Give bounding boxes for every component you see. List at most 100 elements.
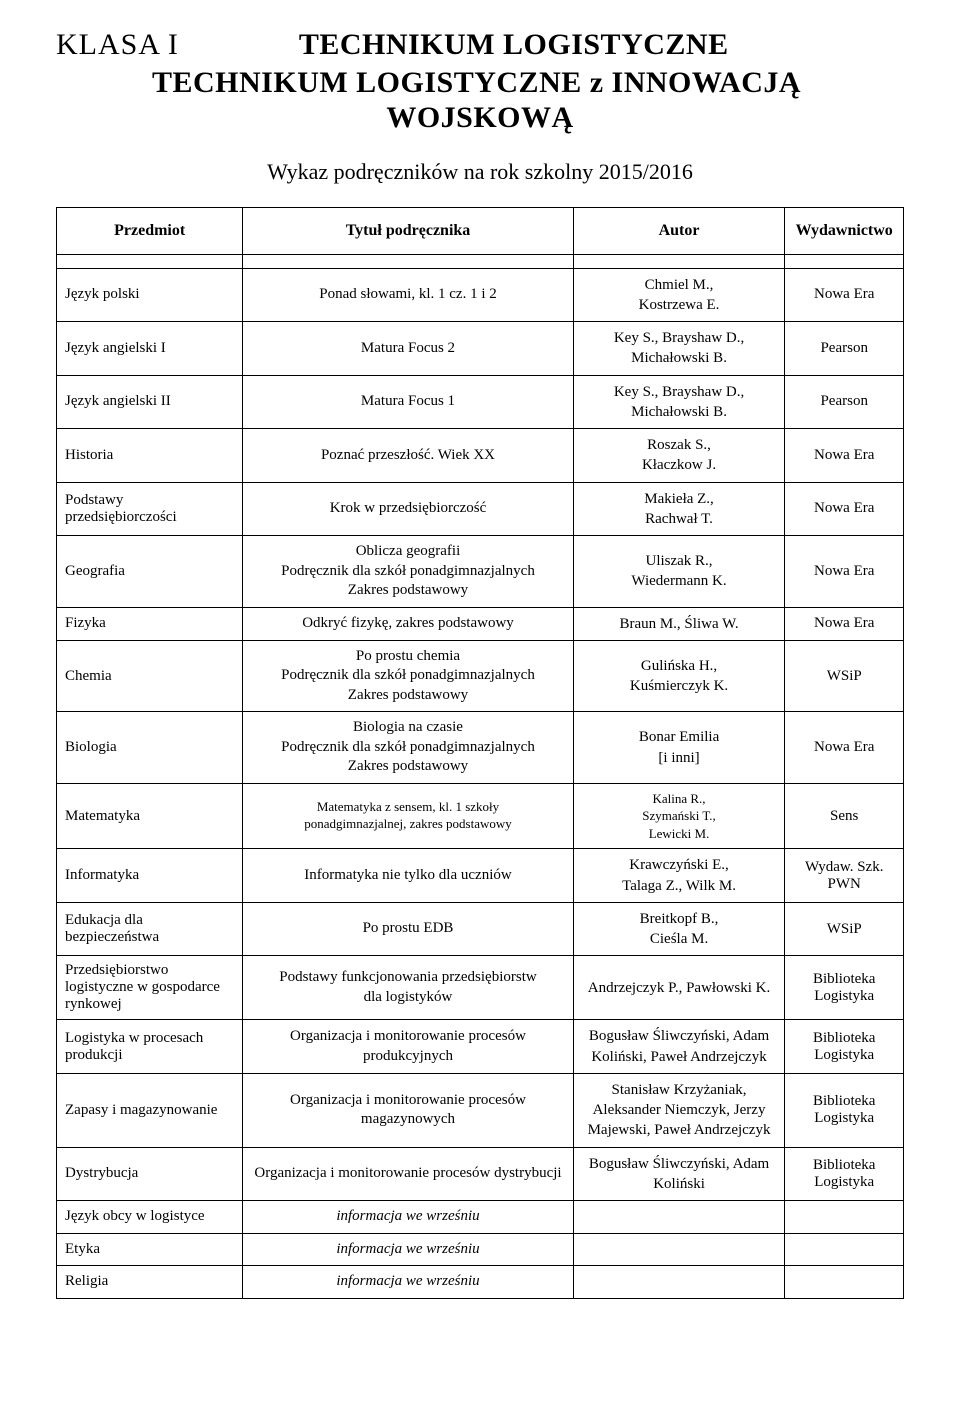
cell-title: Poznać przeszłość. Wiek XX bbox=[243, 429, 573, 483]
cell-title: Po prostu EDB bbox=[243, 902, 573, 956]
cell-author: Uliszak R., Wiedermann K. bbox=[573, 536, 785, 608]
cell-title: Informatyka nie tylko dla uczniów bbox=[243, 849, 573, 903]
table-row: Zapasy i magazynowanieOrganizacja i moni… bbox=[57, 1073, 904, 1147]
cell-publisher: Nowa Era bbox=[785, 482, 904, 536]
cell-publisher bbox=[785, 1233, 904, 1266]
cell-publisher bbox=[785, 1266, 904, 1299]
cell-author: Chmiel M., Kostrzewa E. bbox=[573, 268, 785, 322]
col-header-title: Tytuł podręcznika bbox=[243, 207, 573, 254]
table-row: GeografiaOblicza geografii Podręcznik dl… bbox=[57, 536, 904, 608]
table-row: Przedsiębiorstwo logistyczne w gospodarc… bbox=[57, 956, 904, 1020]
table-row: FizykaOdkryć fizykę, zakres podstawowyBr… bbox=[57, 607, 904, 640]
table-row: Podstawy przedsiębiorczościKrok w przeds… bbox=[57, 482, 904, 536]
cell-subject: Informatyka bbox=[57, 849, 243, 903]
col-header-author: Autor bbox=[573, 207, 785, 254]
table-row: HistoriaPoznać przeszłość. Wiek XXRoszak… bbox=[57, 429, 904, 483]
cell-publisher: Biblioteka Logistyka bbox=[785, 1147, 904, 1201]
cell-subject: Etyka bbox=[57, 1233, 243, 1266]
cell-author bbox=[573, 1201, 785, 1234]
table-row: DystrybucjaOrganizacja i monitorowanie p… bbox=[57, 1147, 904, 1201]
table-body: Język polskiPonad słowami, kl. 1 cz. 1 i… bbox=[57, 254, 904, 1298]
cell-author: Andrzejczyk P., Pawłowski K. bbox=[573, 956, 785, 1020]
table-row: ChemiaPo prostu chemia Podręcznik dla sz… bbox=[57, 640, 904, 712]
spacer-cell bbox=[785, 254, 904, 268]
header-title-2: TECHNIKUM LOGISTYCZNE z INNOWACJĄ bbox=[152, 66, 904, 101]
cell-publisher: Nowa Era bbox=[785, 268, 904, 322]
cell-author: Key S., Brayshaw D., Michałowski B. bbox=[573, 375, 785, 429]
spacer-cell bbox=[57, 254, 243, 268]
cell-publisher: Sens bbox=[785, 783, 904, 849]
cell-title: Krok w przedsiębiorczość bbox=[243, 482, 573, 536]
cell-publisher: Biblioteka Logistyka bbox=[785, 956, 904, 1020]
cell-author: Breitkopf B., Cieśla M. bbox=[573, 902, 785, 956]
cell-author: Key S., Brayshaw D., Michałowski B. bbox=[573, 322, 785, 376]
table-row: Religiainformacja we wrześniu bbox=[57, 1266, 904, 1299]
cell-author: Gulińska H., Kuśmierczyk K. bbox=[573, 640, 785, 712]
cell-publisher: WSiP bbox=[785, 902, 904, 956]
cell-title: Oblicza geografii Podręcznik dla szkół p… bbox=[243, 536, 573, 608]
table-row: Logistyka w procesach produkcjiOrganizac… bbox=[57, 1020, 904, 1074]
cell-title: Biologia na czasie Podręcznik dla szkół … bbox=[243, 712, 573, 784]
cell-title: Organizacja i monitorowanie procesów mag… bbox=[243, 1073, 573, 1147]
cell-title: Matematyka z sensem, kl. 1 szkoły ponadg… bbox=[243, 783, 573, 849]
table-row: Język obcy w logistyceinformacja we wrze… bbox=[57, 1201, 904, 1234]
cell-subject: Język angielski II bbox=[57, 375, 243, 429]
cell-subject: Chemia bbox=[57, 640, 243, 712]
cell-author: Stanisław Krzyżaniak, Aleksander Niemczy… bbox=[573, 1073, 785, 1147]
cell-publisher: Pearson bbox=[785, 322, 904, 376]
col-header-publisher: Wydawnictwo bbox=[785, 207, 904, 254]
table-row: InformatykaInformatyka nie tylko dla ucz… bbox=[57, 849, 904, 903]
cell-title: informacja we wrześniu bbox=[243, 1233, 573, 1266]
cell-title: Matura Focus 1 bbox=[243, 375, 573, 429]
cell-author bbox=[573, 1266, 785, 1299]
cell-author: Kalina R., Szymański T., Lewicki M. bbox=[573, 783, 785, 849]
table-row: Edukacja dla bezpieczeństwaPo prostu EDB… bbox=[57, 902, 904, 956]
cell-publisher: Nowa Era bbox=[785, 536, 904, 608]
cell-title: Odkryć fizykę, zakres podstawowy bbox=[243, 607, 573, 640]
cell-title: Ponad słowami, kl. 1 cz. 1 i 2 bbox=[243, 268, 573, 322]
cell-subject: Język obcy w logistyce bbox=[57, 1201, 243, 1234]
cell-subject: Język polski bbox=[57, 268, 243, 322]
cell-subject: Biologia bbox=[57, 712, 243, 784]
document-subhead: Wykaz podręczników na rok szkolny 2015/2… bbox=[56, 159, 904, 185]
col-header-subject: Przedmiot bbox=[57, 207, 243, 254]
cell-author: Bonar Emilia [i inni] bbox=[573, 712, 785, 784]
cell-subject: Logistyka w procesach produkcji bbox=[57, 1020, 243, 1074]
cell-author: Braun M., Śliwa W. bbox=[573, 607, 785, 640]
cell-subject: Przedsiębiorstwo logistyczne w gospodarc… bbox=[57, 956, 243, 1020]
cell-publisher: Nowa Era bbox=[785, 429, 904, 483]
cell-subject: Fizyka bbox=[57, 607, 243, 640]
document-header: KLASA I TECHNIKUM LOGISTYCZNE TECHNIKUM … bbox=[56, 28, 904, 185]
table-row: MatematykaMatematyka z sensem, kl. 1 szk… bbox=[57, 783, 904, 849]
cell-subject: Matematyka bbox=[57, 783, 243, 849]
header-klasa: KLASA I bbox=[56, 28, 179, 62]
table-header-row: Przedmiot Tytuł podręcznika Autor Wydawn… bbox=[57, 207, 904, 254]
cell-title: Podstawy funkcjonowania przedsiębiorstw … bbox=[243, 956, 573, 1020]
cell-subject: Dystrybucja bbox=[57, 1147, 243, 1201]
cell-publisher bbox=[785, 1201, 904, 1234]
table-row: Język angielski IIMatura Focus 1Key S., … bbox=[57, 375, 904, 429]
textbook-table: Przedmiot Tytuł podręcznika Autor Wydawn… bbox=[56, 207, 904, 1299]
cell-subject: Podstawy przedsiębiorczości bbox=[57, 482, 243, 536]
table-row: Etykainformacja we wrześniu bbox=[57, 1233, 904, 1266]
cell-author: Roszak S., Kłaczkow J. bbox=[573, 429, 785, 483]
cell-publisher: Pearson bbox=[785, 375, 904, 429]
cell-subject: Religia bbox=[57, 1266, 243, 1299]
header-line-1: KLASA I TECHNIKUM LOGISTYCZNE bbox=[56, 28, 904, 62]
cell-subject: Edukacja dla bezpieczeństwa bbox=[57, 902, 243, 956]
cell-author: Krawczyński E., Talaga Z., Wilk M. bbox=[573, 849, 785, 903]
cell-subject: Historia bbox=[57, 429, 243, 483]
cell-publisher: Biblioteka Logistyka bbox=[785, 1020, 904, 1074]
table-row: Język polskiPonad słowami, kl. 1 cz. 1 i… bbox=[57, 268, 904, 322]
header-title-3: WOJSKOWĄ bbox=[240, 101, 720, 135]
cell-title: Po prostu chemia Podręcznik dla szkół po… bbox=[243, 640, 573, 712]
cell-publisher: Wydaw. Szk. PWN bbox=[785, 849, 904, 903]
table-row: BiologiaBiologia na czasie Podręcznik dl… bbox=[57, 712, 904, 784]
cell-publisher: Biblioteka Logistyka bbox=[785, 1073, 904, 1147]
cell-author bbox=[573, 1233, 785, 1266]
cell-author: Bogusław Śliwczyński, Adam Koliński, Paw… bbox=[573, 1020, 785, 1074]
cell-subject: Geografia bbox=[57, 536, 243, 608]
spacer-cell bbox=[243, 254, 573, 268]
cell-title: Matura Focus 2 bbox=[243, 322, 573, 376]
cell-subject: Zapasy i magazynowanie bbox=[57, 1073, 243, 1147]
